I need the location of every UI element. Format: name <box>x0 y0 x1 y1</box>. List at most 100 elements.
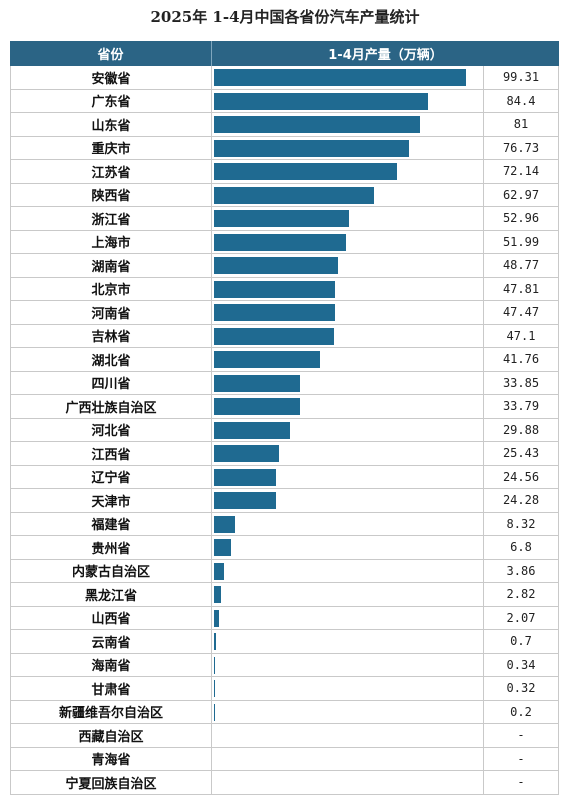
value-label: 0.32 <box>506 681 536 696</box>
table-row: 四川省 33.85 <box>10 371 559 395</box>
bar <box>214 656 215 674</box>
table-row: 湖南省 48.77 <box>10 254 559 278</box>
bar-cell <box>212 536 484 559</box>
bar-cell <box>212 583 484 606</box>
table-row: 河北省 29.88 <box>10 418 559 442</box>
bar <box>214 515 236 533</box>
bar <box>214 468 277 486</box>
bar-cell <box>212 442 484 465</box>
value-label: 41.76 <box>502 352 540 367</box>
bar <box>214 680 215 697</box>
bar-cell <box>212 512 484 535</box>
province-label: 陕西省 <box>11 183 212 206</box>
bar-cell <box>212 277 484 300</box>
province-label: 四川省 <box>11 371 212 394</box>
table-row: 安徽省 99.31 <box>10 66 559 90</box>
value-label: 3.86 <box>506 563 536 578</box>
table-row: 福建省 8.32 <box>10 512 559 536</box>
bar-cell <box>212 348 484 371</box>
value-label: 47.47 <box>502 305 540 320</box>
bar-cell <box>212 160 484 183</box>
bar-cell <box>212 183 484 206</box>
province-label: 福建省 <box>11 512 212 535</box>
value-label: 99.31 <box>502 70 540 85</box>
province-label: 湖南省 <box>11 254 212 277</box>
bar-cell <box>212 418 484 441</box>
bar-cell <box>212 136 484 159</box>
bar <box>214 445 279 462</box>
bar-cell <box>212 254 484 277</box>
province-label: 辽宁省 <box>11 465 212 488</box>
province-label: 河南省 <box>11 301 212 324</box>
value-label: 47.1 <box>506 328 536 343</box>
bar-cell <box>212 489 484 512</box>
value-label: 2.82 <box>506 587 536 602</box>
table-row: 广西壮族自治区 33.79 <box>10 395 559 419</box>
bar <box>214 280 336 298</box>
table-body: 安徽省 99.31 广东省 84.4 山东省 81 重庆市 76.73 江苏省 72.14 陕西省 6… <box>10 66 559 795</box>
value-label: 33.79 <box>502 399 540 414</box>
bar-cell <box>212 465 484 488</box>
value-label: - <box>517 728 525 743</box>
value-label: 76.73 <box>502 140 540 155</box>
table-row: 内蒙古自治区 3.86 <box>10 559 559 583</box>
table-row: 天津市 24.28 <box>10 489 559 513</box>
bar <box>214 562 224 580</box>
province-label: 广西壮族自治区 <box>11 395 212 418</box>
header-value: 1-4月产量（万辆） <box>328 48 443 63</box>
value-label: 33.85 <box>502 375 540 390</box>
table-row: 陕西省 62.97 <box>10 183 559 207</box>
table-row: 河南省 47.47 <box>10 301 559 325</box>
table-row: 上海市 51.99 <box>10 230 559 254</box>
value-label: 25.43 <box>502 446 540 461</box>
bar-cell <box>212 66 484 89</box>
province-label: 青海省 <box>11 747 212 770</box>
value-label: 0.7 <box>510 634 532 649</box>
bar <box>214 539 232 556</box>
value-label: 29.88 <box>502 422 540 437</box>
value-label: 6.8 <box>510 540 532 555</box>
province-label: 湖北省 <box>11 348 212 371</box>
bar <box>214 398 300 415</box>
bar-cell <box>212 113 484 136</box>
value-label: 48.77 <box>502 258 540 273</box>
value-label: 2.07 <box>506 610 536 625</box>
header-province: 省份 <box>10 41 212 66</box>
province-label: 宁夏回族自治区 <box>11 771 212 794</box>
value-label: 81 <box>513 117 529 132</box>
province-label: 江苏省 <box>11 160 212 183</box>
table-row: 辽宁省 24.56 <box>10 465 559 489</box>
province-label: 河北省 <box>11 418 212 441</box>
table-row: 新疆维吾尔自治区 0.2 <box>10 700 559 724</box>
bar <box>214 186 374 204</box>
bar-cell <box>212 771 484 794</box>
bar-cell <box>212 395 484 418</box>
bar <box>214 586 222 603</box>
bar <box>214 116 420 133</box>
province-label: 北京市 <box>11 277 212 300</box>
value-label: - <box>517 751 525 766</box>
value-label: 24.56 <box>502 469 540 484</box>
province-label: 安徽省 <box>11 66 212 89</box>
table-row: 黑龙江省 2.82 <box>10 583 559 607</box>
province-label: 浙江省 <box>11 207 212 230</box>
bar <box>214 163 398 180</box>
table-row: 云南省 0.7 <box>10 630 559 654</box>
province-label: 贵州省 <box>11 536 212 559</box>
table-row: 青海省 - <box>10 747 559 771</box>
value-label: 51.99 <box>502 234 540 249</box>
bar <box>214 304 335 321</box>
table-row: 甘肃省 0.32 <box>10 677 559 701</box>
value-label: 0.2 <box>510 704 532 719</box>
province-label: 山西省 <box>11 606 212 629</box>
province-label: 重庆市 <box>11 136 212 159</box>
table-row: 江苏省 72.14 <box>10 160 559 184</box>
bar-cell <box>212 324 484 347</box>
table-row: 北京市 47.81 <box>10 277 559 301</box>
value-label: 8.32 <box>506 516 536 531</box>
bar <box>214 351 321 368</box>
bar-cell <box>212 747 484 770</box>
bar <box>214 633 216 650</box>
value-label: - <box>517 775 525 790</box>
value-label: 84.4 <box>506 93 536 108</box>
